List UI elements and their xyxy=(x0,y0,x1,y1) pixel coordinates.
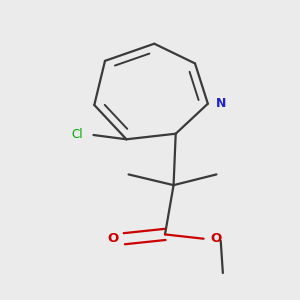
Text: O: O xyxy=(107,232,119,245)
Text: N: N xyxy=(215,97,226,110)
Text: O: O xyxy=(210,232,221,245)
Text: Cl: Cl xyxy=(71,128,83,142)
